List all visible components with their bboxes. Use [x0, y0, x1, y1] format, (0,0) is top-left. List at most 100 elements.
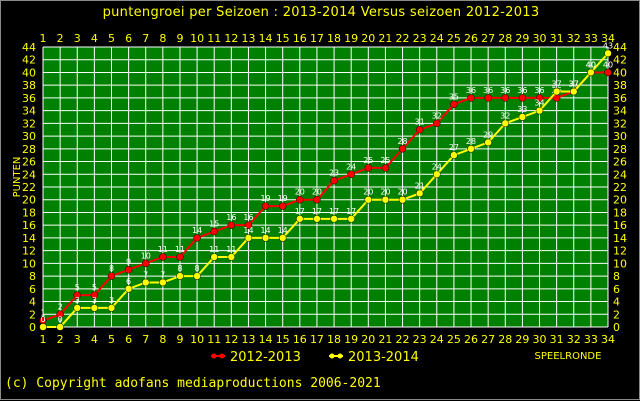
chart-title: puntengroei per Seizoen : 2013-2014 Vers… — [102, 5, 540, 20]
y-tick-label-right: 44 — [613, 41, 627, 54]
data-label-2013-2014: 28 — [466, 137, 476, 146]
data-label-2012-2013: 19 — [278, 194, 288, 203]
data-label-2013-2014: 29 — [483, 130, 493, 139]
y-tick-label-right: 8 — [613, 270, 620, 283]
y-tick-label-right: 14 — [613, 232, 627, 245]
x-tick-label-top: 32 — [567, 32, 581, 45]
y-tick-label-left: 42 — [22, 54, 36, 67]
data-point-2013-2014 — [570, 87, 578, 96]
x-tick-label-top: 31 — [550, 32, 564, 45]
data-label-2012-2013: 24 — [346, 162, 356, 171]
data-point-2012-2013 — [73, 291, 81, 299]
data-label-2012-2013: 36 — [517, 86, 527, 95]
y-tick-label-left: 10 — [22, 257, 36, 270]
x-tick-label-bottom: 29 — [515, 333, 529, 346]
x-tick-label-top: 17 — [310, 32, 324, 45]
x-tick-label-bottom: 32 — [567, 333, 581, 346]
data-point-2012-2013 — [193, 234, 201, 242]
data-point-2013-2014 — [296, 215, 304, 223]
data-label-2012-2013: 2 — [58, 302, 63, 311]
data-label-2012-2013: 35 — [449, 92, 459, 101]
data-point-2012-2013 — [535, 94, 544, 102]
data-label-2012-2013: 31 — [415, 118, 425, 127]
data-label-2013-2014: 21 — [415, 181, 425, 190]
data-label-2012-2013: 36 — [466, 86, 476, 95]
data-label-2013-2014: 40 — [586, 60, 596, 69]
data-label-2012-2013: 36 — [483, 86, 493, 95]
data-point-2012-2013 — [604, 68, 612, 77]
x-tick-label-bottom: 12 — [224, 333, 238, 346]
data-label-2013-2014: 43 — [603, 41, 613, 50]
data-label-2012-2013: 28 — [397, 137, 407, 146]
x-tick-label-bottom: 33 — [584, 333, 598, 346]
data-point-2012-2013 — [467, 94, 475, 102]
x-tick-label-top: 3 — [74, 32, 81, 45]
x-tick-label-top: 18 — [327, 32, 341, 45]
x-tick-label-bottom: 7 — [142, 333, 149, 346]
x-tick-label-top: 8 — [159, 32, 166, 45]
x-tick-label-bottom: 6 — [125, 333, 132, 346]
y-tick-label-right: 0 — [613, 321, 620, 334]
data-label-2013-2014: 24 — [432, 162, 442, 171]
y-tick-label-left: 20 — [22, 194, 36, 207]
x-tick-label-top: 11 — [207, 32, 221, 45]
x-tick-label-bottom: 17 — [310, 333, 324, 346]
data-point-2012-2013 — [347, 170, 355, 179]
x-tick-label-top: 25 — [447, 32, 461, 45]
data-point-2013-2014 — [56, 323, 64, 331]
data-label-2012-2013: 8 — [109, 264, 114, 273]
y-tick-label-left: 30 — [22, 130, 36, 143]
data-point-2012-2013 — [313, 195, 321, 204]
data-label-2013-2014: 3 — [92, 296, 97, 305]
x-tick-label-bottom: 9 — [176, 333, 183, 346]
x-axis-label: SPEELRONDE — [535, 351, 602, 362]
data-point-2012-2013 — [107, 272, 116, 280]
data-label-2012-2013: 14 — [192, 226, 202, 235]
y-tick-label-left: 18 — [22, 206, 36, 219]
x-tick-label-bottom: 22 — [396, 333, 410, 346]
data-point-2012-2013 — [433, 119, 441, 128]
x-tick-label-top: 15 — [276, 32, 290, 45]
data-point-2013-2014 — [39, 323, 47, 331]
data-label-2013-2014: 6 — [126, 277, 131, 286]
data-label-2013-2014: 8 — [177, 264, 182, 273]
y-tick-label-left: 32 — [22, 117, 36, 130]
x-tick-label-top: 20 — [361, 32, 375, 45]
y-tick-label-left: 0 — [29, 321, 36, 334]
x-tick-label-top: 29 — [515, 32, 529, 45]
data-label-2012-2013: 36 — [500, 86, 510, 95]
data-point-2013-2014 — [587, 68, 595, 77]
x-tick-label-bottom: 26 — [464, 333, 478, 346]
data-label-2012-2013: 25 — [363, 156, 373, 165]
x-tick-label-bottom: 24 — [430, 333, 444, 346]
data-label-2012-2013: 11 — [158, 245, 168, 254]
x-tick-label-top: 34 — [601, 32, 615, 45]
data-point-2013-2014 — [381, 195, 390, 204]
y-tick-label-left: 16 — [22, 219, 36, 232]
data-point-2013-2014 — [313, 215, 321, 223]
data-point-2013-2014 — [176, 272, 184, 280]
x-tick-label-top: 1 — [40, 32, 47, 45]
data-label-2012-2013: 40 — [603, 60, 613, 69]
data-label-2012-2013: 19 — [260, 194, 270, 203]
y-axis-label: PUNTEN — [12, 157, 23, 198]
data-label-2012-2013: 5 — [92, 283, 97, 292]
y-tick-label-right: 4 — [613, 296, 620, 309]
data-point-2012-2013 — [415, 125, 424, 134]
y-tick-label-right: 22 — [613, 181, 627, 194]
data-label-2013-2014: 20 — [380, 188, 390, 197]
x-tick-label-bottom: 5 — [108, 333, 115, 346]
data-label-2013-2014: 0 — [58, 315, 63, 324]
x-tick-label-top: 19 — [344, 32, 358, 45]
y-tick-label-left: 24 — [22, 168, 36, 181]
x-tick-label-top: 27 — [481, 32, 495, 45]
data-point-2013-2014 — [244, 234, 253, 242]
data-point-2013-2014 — [227, 253, 236, 261]
y-tick-label-left: 44 — [22, 41, 36, 54]
y-tick-label-left: 38 — [22, 79, 36, 92]
x-tick-label-bottom: 8 — [159, 333, 166, 346]
x-tick-label-bottom: 15 — [276, 333, 290, 346]
data-label-2012-2013: 25 — [380, 156, 390, 165]
legend-marker-2012-2013 — [219, 353, 225, 359]
